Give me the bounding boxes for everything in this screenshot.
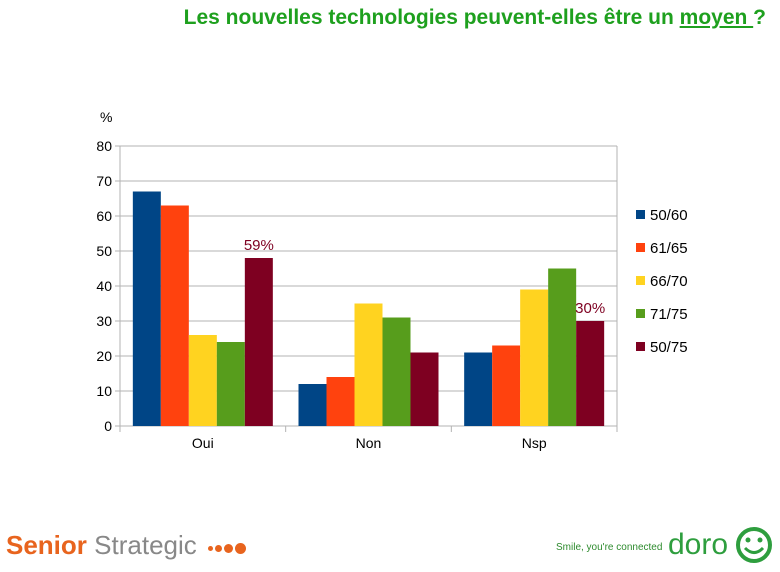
legend-label: 66/70 xyxy=(650,273,688,290)
legend-swatch xyxy=(636,276,645,285)
legend-label: 71/75 xyxy=(650,306,688,323)
x-tick-label: Non xyxy=(356,435,382,451)
brand-primary: Senior xyxy=(6,530,87,560)
data-annotation: 59% xyxy=(244,237,274,254)
legend-swatch xyxy=(636,210,645,219)
y-tick-label: 80 xyxy=(96,138,112,154)
doro-logo-text: doro xyxy=(668,528,729,561)
title-underlined-word: moyen xyxy=(679,6,754,29)
bar-nsp-61-65 xyxy=(492,345,521,426)
doro-smile-icon xyxy=(736,527,772,563)
bar-oui-61-65 xyxy=(160,205,189,426)
y-tick-label: 40 xyxy=(96,278,112,294)
bar-oui-50-75 xyxy=(244,258,273,426)
bar-oui-50-60 xyxy=(132,191,161,426)
bar-nsp-66-70 xyxy=(520,289,549,426)
legend-swatch xyxy=(636,309,645,318)
y-tick-label: 50 xyxy=(96,243,112,259)
bar-oui-66-70 xyxy=(188,335,217,426)
title-question-mark: ? xyxy=(753,6,766,29)
data-annotation: 30% xyxy=(575,300,605,317)
y-tick-label: 20 xyxy=(96,348,112,364)
bar-non-50-75 xyxy=(410,352,439,426)
legend-label: 50/75 xyxy=(650,339,688,356)
y-tick-label: 70 xyxy=(96,173,112,189)
bar-non-61-65 xyxy=(326,377,355,426)
senior-strategic-logo: Senior Strategic xyxy=(6,530,248,563)
y-tick-label: 30 xyxy=(96,313,112,329)
brand-secondary: Strategic xyxy=(94,530,197,560)
legend-label: 50/60 xyxy=(650,207,688,224)
y-tick-label: 60 xyxy=(96,208,112,224)
bar-nsp-50-60 xyxy=(464,352,493,426)
legend-swatch xyxy=(636,342,645,351)
y-axis-label: % xyxy=(100,109,112,125)
x-tick-label: Nsp xyxy=(522,435,547,451)
bar-oui-71-75 xyxy=(216,342,245,426)
y-tick-label: 0 xyxy=(104,418,112,434)
brand-dots-icon xyxy=(208,532,248,563)
chart-title: Les nouvelles technologies peuvent-elles… xyxy=(0,6,780,30)
tagline: Smile, you're connected xyxy=(556,542,663,553)
bar-nsp-71-75 xyxy=(548,268,577,426)
bar-non-71-75 xyxy=(382,317,411,426)
legend-swatch xyxy=(636,243,645,252)
legend-label: 61/65 xyxy=(650,240,688,257)
bar-nsp-50-75 xyxy=(576,321,605,426)
title-text: Les nouvelles technologies peuvent-elles… xyxy=(183,6,680,29)
bar-non-66-70 xyxy=(354,303,383,426)
x-tick-label: Oui xyxy=(192,435,214,451)
bar-non-50-60 xyxy=(298,384,327,426)
y-tick-label: 10 xyxy=(96,383,112,399)
